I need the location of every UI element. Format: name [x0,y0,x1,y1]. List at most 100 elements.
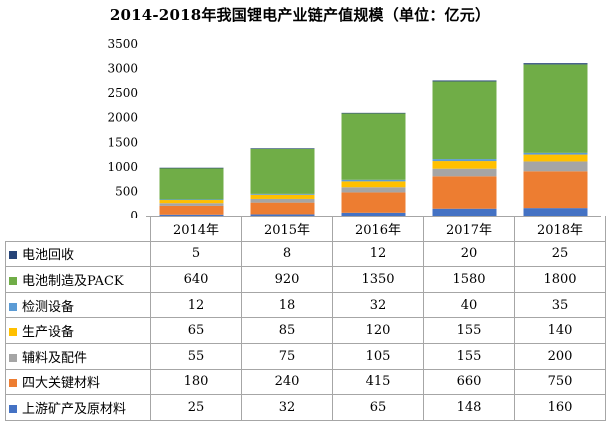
data-label: 160 [514,394,606,421]
data-label: 105 [332,342,424,370]
table-row: 四大关键材料 180 240 415 660 750 [5,368,606,396]
data-label: 920 [241,266,333,293]
y-tick-label: 2500 [107,86,138,100]
bar-segment [523,154,588,162]
legend-entry: 四大关键材料 [5,368,151,396]
bar-segment [523,64,588,153]
legend-swatch [9,328,17,337]
legend-swatch [9,276,17,285]
bar-segment [159,200,224,204]
legend-entry: 电池回收 [5,240,151,268]
bar-segment [523,152,588,155]
bar-segment [432,208,497,216]
bar-segment [523,208,588,216]
series-name: 生产设备 [22,325,75,341]
bar-segment [523,171,588,209]
legend-entry: 生产设备 [5,317,151,344]
data-label: 18 [241,291,333,319]
y-tick-label: 3000 [107,62,138,76]
table-row: 生产设备 65 85 120 155 140 [5,317,606,344]
data-label: 120 [332,317,424,344]
y-tick-label: 3500 [107,37,138,51]
data-label: 32 [241,394,333,421]
y-tick-label: 500 [115,184,138,198]
bar-segment [159,167,224,169]
series-name: 检测设备 [22,299,75,315]
data-label: 1350 [332,266,424,293]
bar-segment [250,148,315,194]
series-name: 电池回收 [22,248,75,264]
bar-segment [341,112,406,114]
data-label: 640 [150,266,242,293]
chart-title: 2014-2018年我国锂电产业链产值规模（单位：亿元） [109,6,491,24]
data-label: 8 [241,240,333,268]
series-name: 上游矿产及原材料 [22,401,127,417]
data-label: 12 [332,240,424,268]
table-row: 辅料及配件 55 75 105 155 200 [5,342,606,370]
bar-segment [159,205,224,215]
bar-segment [341,181,406,188]
bar-segment [250,193,315,195]
data-label: 75 [241,342,333,370]
bar-segment [432,161,497,169]
data-label: 20 [423,240,515,268]
bar-segment [250,214,315,216]
bar-segment [432,81,497,160]
table-header-row: 2014年 2015年 2016年 2017年 2018年 [5,216,606,242]
x-tick-label: 2015年 [241,216,333,242]
series-name: 四大关键材料 [22,376,101,392]
legend-entry: 检测设备 [5,291,151,319]
bar-segment [250,202,315,215]
bar-segment [341,212,406,216]
x-tick-label: 2016年 [332,216,424,242]
data-label: 65 [332,394,424,421]
data-label: 1800 [514,266,606,293]
data-table: 2014年 2015年 2016年 2017年 2018年 电池回收 5 8 12 20 25 电池制… [5,216,606,421]
bar-segment [432,159,497,162]
bar-segment [432,168,497,177]
y-tick-label: 0 [130,209,138,218]
bar-segment [159,214,224,216]
bar-segment [341,187,406,193]
data-label: 25 [150,394,242,421]
x-tick-label: 2014年 [150,216,242,242]
bar-segment [341,179,406,182]
data-label: 180 [150,368,242,396]
table-row: 上游矿产及原材料 25 32 65 148 160 [5,394,606,421]
data-label: 148 [423,394,515,421]
bar-segment [250,198,315,203]
bar-segment [341,113,406,180]
x-tick-label: 2017年 [423,216,515,242]
y-tick-label: 1500 [107,135,138,149]
bar-segment [250,194,315,199]
x-tick-label: 2018年 [514,216,606,242]
legend-entry: 辅料及配件 [5,342,151,370]
data-label: 240 [241,368,333,396]
data-label: 660 [423,368,515,396]
bar-segment [432,80,497,82]
data-label: 155 [423,342,515,370]
chart-plot: 0 500 1000 1500 2000 2500 3000 3500 [107,37,601,218]
data-label: 85 [241,317,333,344]
data-label: 750 [514,368,606,396]
bar-segment [250,148,315,149]
data-label: 415 [332,368,424,396]
data-label: 40 [423,291,515,319]
data-label: 35 [514,291,606,319]
y-tick-label: 1000 [107,160,138,174]
data-label: 1580 [423,266,515,293]
bar-segment [159,167,224,200]
data-label: 55 [150,342,242,370]
legend-swatch [9,404,17,413]
series-name: 电池制造及PACK [22,273,124,289]
legend-swatch [9,302,17,311]
bar-stacks [159,63,588,216]
legend-swatch [9,379,17,388]
legend-swatch [9,353,17,362]
table-row: 电池回收 5 8 12 20 25 [5,240,606,268]
bar-segment [159,199,224,201]
table-row: 检测设备 12 18 32 40 35 [5,291,606,319]
bar-segment [341,192,406,213]
data-label: 140 [514,317,606,344]
series-name: 辅料及配件 [22,350,88,366]
